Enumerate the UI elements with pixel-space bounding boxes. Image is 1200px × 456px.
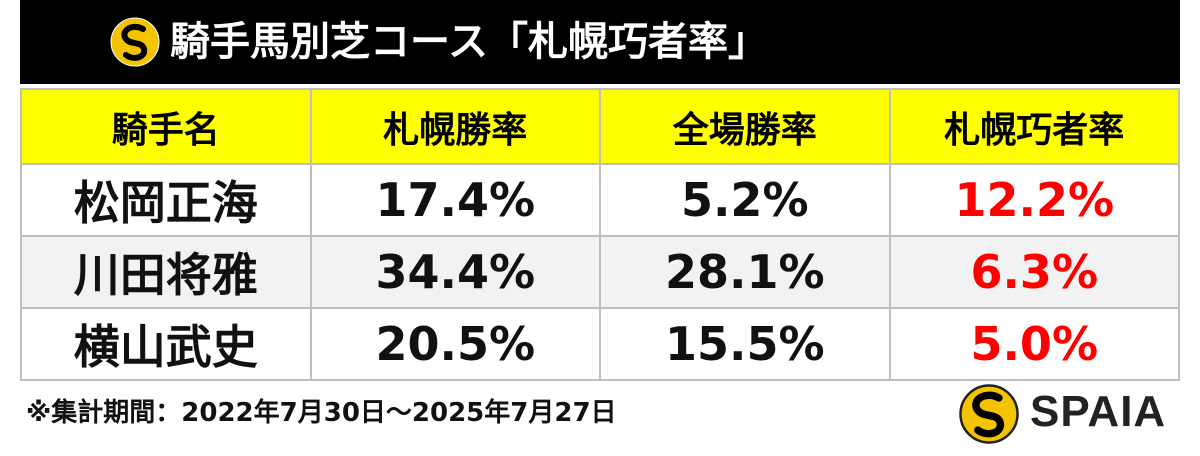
table-row: 松岡正海 17.4% 5.2% 12.2% [20, 163, 1180, 237]
title: 騎手馬別芝コース「札幌巧者率」 [170, 19, 768, 65]
brand-icon [959, 384, 1019, 444]
rate-cell: 12.2% [888, 163, 1180, 237]
rate-cell: 34.4% [309, 235, 601, 309]
table-row: 川田将雅 34.4% 28.1% 6.3% [20, 235, 1180, 309]
table-row: 横山武史 20.5% 15.5% 5.0% [20, 307, 1180, 381]
data-table: 騎手名 札幌勝率 全場勝率 札幌巧者率 松岡正海 17.4% 5.2% 12.2% 川田将雅 3… [20, 88, 1180, 381]
rate-cell: 17.4% [309, 163, 601, 237]
rate-cell: 15.5% [599, 307, 891, 381]
rate-cell: 6.3% [888, 235, 1180, 309]
rate-cell: 28.1% [599, 235, 891, 309]
logo-icon [110, 17, 160, 67]
jockey-name: 川田将雅 [20, 235, 312, 309]
rate-cell: 5.2% [599, 163, 891, 237]
header-row: 騎手名 札幌勝率 全場勝率 札幌巧者率 [20, 88, 1180, 165]
jockey-name: 松岡正海 [20, 163, 312, 237]
column-header: 騎手名 [20, 88, 312, 165]
rate-cell: 20.5% [309, 307, 601, 381]
jockey-name: 横山武史 [20, 307, 312, 381]
rate-cell: 5.0% [888, 307, 1180, 381]
footer-note: ※集計期間：2022年7月30日～2025年7月27日 [26, 398, 617, 428]
title-bar: 騎手馬別芝コース「札幌巧者率」 [20, 0, 1180, 84]
column-header: 札幌勝率 [309, 88, 601, 165]
column-header: 全場勝率 [599, 88, 891, 165]
brand-name: SPAIA [1030, 387, 1167, 436]
column-header: 札幌巧者率 [888, 88, 1180, 165]
